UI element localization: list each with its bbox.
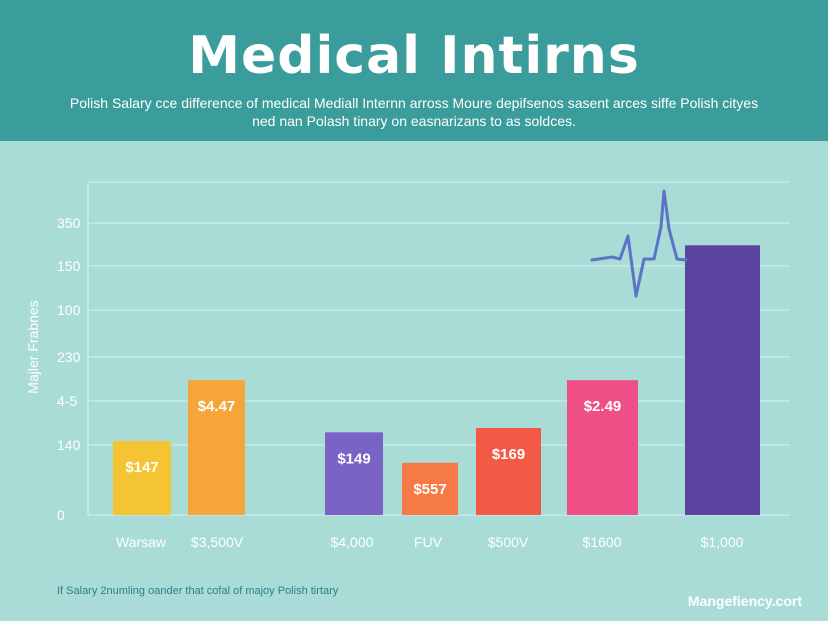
- data-label: $149: [337, 450, 370, 467]
- brand-label: Mangefiency.cort: [687, 593, 802, 609]
- chart-title: Medical Intirns: [188, 26, 640, 86]
- data-label: $557: [413, 481, 446, 498]
- bar: [476, 428, 541, 515]
- x-tick-label: FUV: [414, 534, 443, 550]
- y-axis-label: Majler Frabnes: [25, 300, 41, 393]
- x-tick-label: $1600: [583, 534, 622, 550]
- y-tick-label: 100: [57, 302, 81, 318]
- bar: [685, 245, 760, 516]
- y-tick-label: 140: [57, 437, 81, 453]
- x-tick-label: $4,000: [331, 534, 374, 550]
- bar-chart: 0 140 4-5 230 100 150 350 Majler Frabnes $147 $4.…: [25, 181, 790, 550]
- data-label: $147: [125, 459, 158, 476]
- header-band: Medical Intirns Polish Salary cce differ…: [0, 0, 828, 141]
- data-label: $2.49: [584, 398, 622, 415]
- y-tick-label: 350: [57, 215, 81, 231]
- bar: [325, 432, 383, 515]
- data-label: $4.47: [198, 398, 236, 415]
- bar: [567, 380, 638, 515]
- data-label: $169: [492, 446, 525, 463]
- y-tick-label: 150: [57, 258, 81, 274]
- x-tick-label: $500V: [488, 534, 529, 550]
- bar: [113, 441, 171, 515]
- footnote: If Salary 2numling oander that cofal of …: [57, 585, 339, 597]
- x-tick-label: $1,000: [701, 534, 744, 550]
- bar: [402, 462, 458, 515]
- chart-subtitle: Polish Salary cce difference of medical …: [69, 95, 759, 129]
- y-tick-label: 230: [57, 349, 81, 365]
- heartbeat-line-icon: [590, 189, 688, 298]
- y-tick-label: 4-5: [57, 393, 77, 409]
- bar: [188, 380, 245, 515]
- x-tick-label: Warsaw: [116, 534, 167, 550]
- y-tick-label: 0: [57, 507, 65, 523]
- x-tick-label: $3,500V: [191, 534, 244, 550]
